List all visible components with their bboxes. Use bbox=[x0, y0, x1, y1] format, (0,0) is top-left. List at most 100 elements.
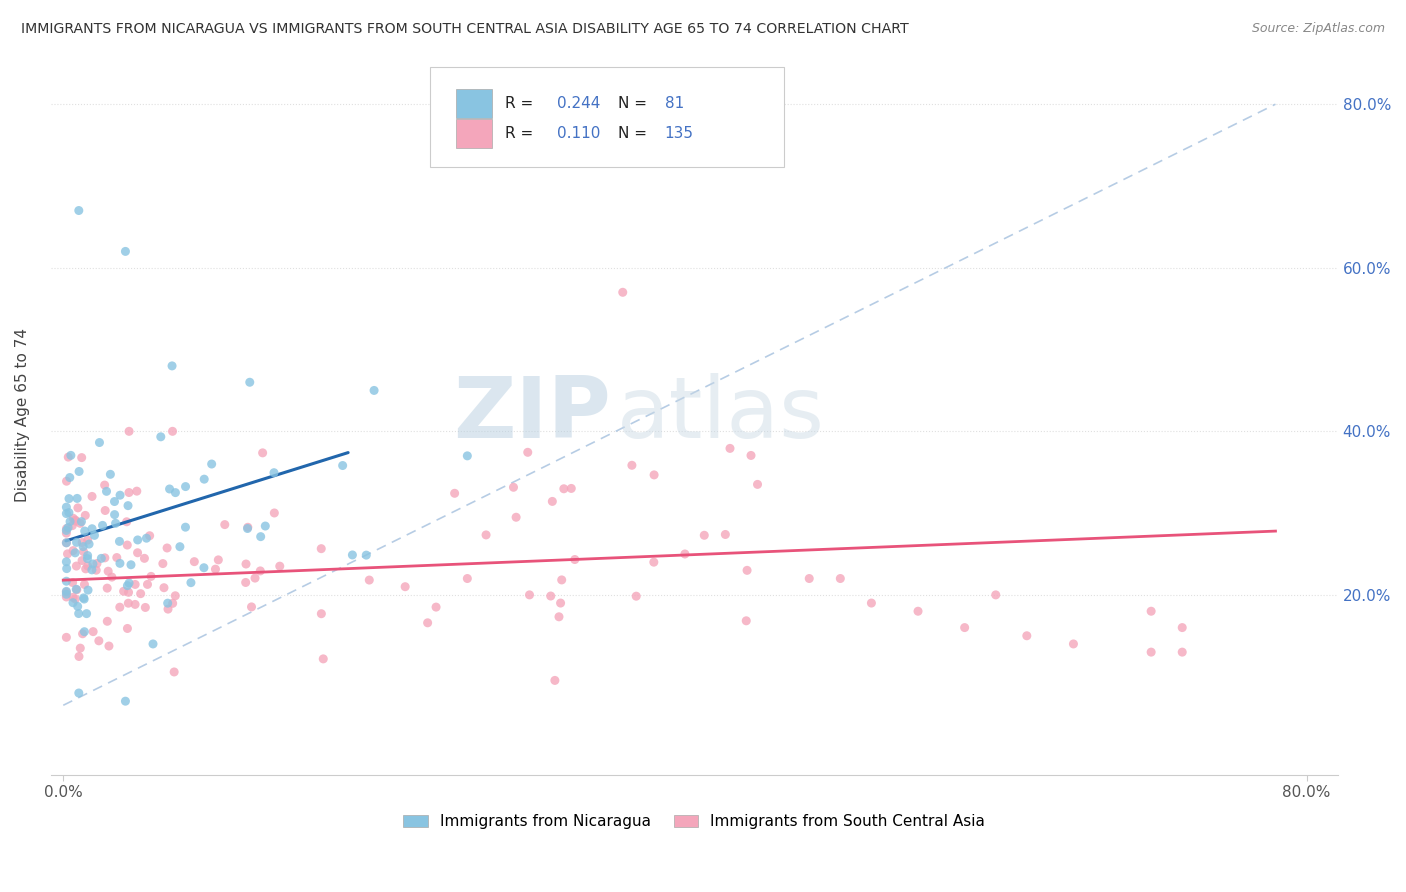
Point bbox=[1140, 604, 1163, 618]
Point bbox=[117, 579, 139, 593]
Point bbox=[101, 570, 124, 584]
Point bbox=[55, 524, 77, 538]
Point bbox=[505, 510, 527, 524]
Point bbox=[1171, 621, 1194, 635]
Point bbox=[156, 541, 179, 555]
Point bbox=[550, 596, 572, 610]
Point bbox=[312, 652, 335, 666]
Point bbox=[73, 592, 96, 607]
Point bbox=[70, 553, 93, 567]
Point bbox=[235, 557, 257, 571]
Point bbox=[55, 587, 77, 601]
Point bbox=[104, 516, 127, 531]
Point bbox=[70, 535, 93, 549]
Point bbox=[129, 587, 152, 601]
Point bbox=[239, 376, 262, 390]
Point bbox=[180, 575, 202, 590]
Point bbox=[117, 596, 139, 610]
Point bbox=[55, 526, 77, 541]
Point bbox=[740, 449, 762, 463]
Point bbox=[152, 557, 174, 571]
Point bbox=[69, 516, 91, 531]
Point bbox=[86, 557, 108, 571]
Point bbox=[80, 563, 103, 577]
Point bbox=[356, 548, 378, 562]
Point bbox=[96, 615, 118, 629]
Point bbox=[332, 458, 354, 473]
Point bbox=[112, 584, 135, 599]
Point bbox=[263, 466, 285, 480]
Point bbox=[96, 484, 118, 499]
Point bbox=[127, 546, 149, 560]
Point bbox=[254, 519, 277, 533]
Point bbox=[643, 467, 665, 482]
Point bbox=[117, 499, 139, 513]
Point bbox=[65, 513, 87, 527]
Point bbox=[612, 285, 634, 300]
Point bbox=[58, 506, 80, 520]
Y-axis label: Disability Age 65 to 74: Disability Age 65 to 74 bbox=[15, 328, 30, 502]
Point bbox=[91, 518, 114, 533]
Text: 0.110: 0.110 bbox=[557, 126, 600, 141]
Point bbox=[118, 425, 141, 439]
Point bbox=[67, 465, 90, 479]
Point bbox=[236, 520, 259, 534]
Point bbox=[159, 482, 181, 496]
Point bbox=[62, 591, 84, 605]
Point bbox=[59, 470, 82, 484]
Point bbox=[75, 508, 97, 523]
Point bbox=[55, 536, 77, 550]
Point bbox=[342, 548, 364, 562]
Point bbox=[67, 686, 90, 700]
Text: R =: R = bbox=[505, 126, 543, 141]
Point bbox=[97, 564, 120, 578]
Point bbox=[87, 633, 110, 648]
FancyBboxPatch shape bbox=[430, 68, 785, 167]
Point bbox=[135, 531, 157, 545]
Point bbox=[193, 560, 215, 574]
Point bbox=[747, 477, 769, 491]
Point bbox=[252, 446, 274, 460]
Point bbox=[55, 535, 77, 549]
Point bbox=[65, 592, 87, 607]
Point bbox=[160, 359, 183, 373]
Text: 0.244: 0.244 bbox=[557, 95, 600, 111]
Point bbox=[907, 604, 929, 618]
Point bbox=[201, 457, 224, 471]
Point bbox=[425, 600, 447, 615]
Point bbox=[80, 490, 103, 504]
Point bbox=[55, 561, 77, 575]
Point bbox=[540, 589, 562, 603]
Point bbox=[263, 506, 285, 520]
Point bbox=[139, 569, 162, 583]
Point bbox=[59, 449, 82, 463]
Point bbox=[69, 641, 91, 656]
Point bbox=[62, 543, 84, 558]
Point bbox=[104, 508, 127, 522]
Point bbox=[80, 522, 103, 536]
Point bbox=[55, 555, 77, 569]
Point bbox=[65, 535, 87, 549]
Point bbox=[416, 615, 439, 630]
Point bbox=[149, 430, 172, 444]
Point bbox=[108, 600, 131, 615]
Point bbox=[162, 596, 184, 610]
Point bbox=[77, 583, 100, 598]
Point bbox=[55, 631, 77, 645]
Point bbox=[108, 488, 131, 502]
Point bbox=[564, 552, 586, 566]
Point bbox=[62, 511, 84, 525]
Point bbox=[84, 563, 107, 577]
Point bbox=[169, 540, 191, 554]
Point bbox=[311, 607, 333, 621]
Point bbox=[541, 494, 564, 508]
Point bbox=[207, 553, 229, 567]
Point bbox=[553, 482, 575, 496]
Point bbox=[63, 546, 86, 560]
Point bbox=[82, 624, 104, 639]
Point bbox=[55, 584, 77, 599]
Point bbox=[309, 541, 332, 556]
Point bbox=[108, 534, 131, 549]
Point bbox=[243, 571, 266, 585]
Point bbox=[138, 529, 160, 543]
